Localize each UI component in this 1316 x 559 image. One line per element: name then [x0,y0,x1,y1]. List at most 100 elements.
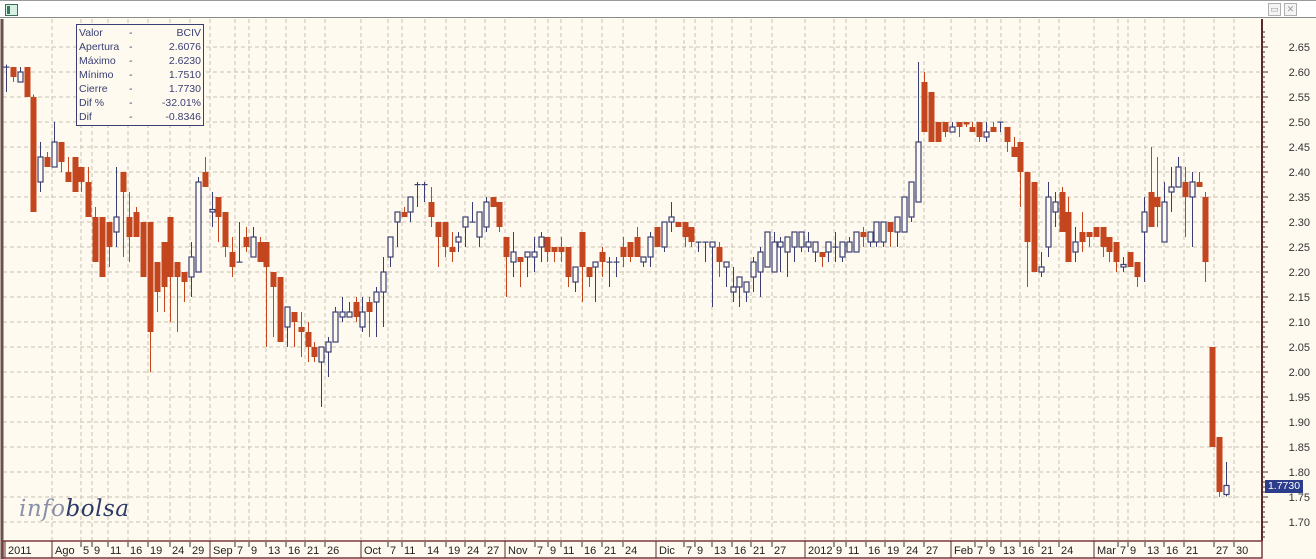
info-sep: - [129,83,133,95]
candle-body [524,251,531,258]
candle-body [1059,192,1066,232]
candle-down [1154,157,1161,227]
candle-up [894,216,901,247]
candle-body [270,272,277,287]
candle-body [1168,186,1175,193]
candle-up [784,236,791,277]
candle-down [1148,147,1155,227]
candle-body [366,302,373,312]
info-label: Cierre [79,83,108,95]
candle-body [839,241,846,258]
candle-body [311,347,318,357]
candle-body [449,247,456,252]
candle-up [1223,462,1230,497]
candle-body [709,241,716,248]
candle-up [730,267,737,302]
candle-body [476,211,483,238]
candle-down [819,252,826,267]
candle-body [921,82,928,132]
candle-body [346,311,353,318]
candle-down [1017,142,1024,207]
candle-up [1161,182,1168,243]
x-tick-label: 13 [1003,545,1015,557]
info-row: Dif % - -32.01% [77,96,203,110]
chart-window-icon[interactable] [5,4,18,16]
info-row: Apertura - 2.6076 [77,40,203,54]
candle-body [544,237,551,252]
info-value: -0.8346 [165,111,201,123]
candle-down [1209,347,1216,447]
info-sep: - [129,69,133,81]
x-tick-label: 24 [906,545,918,557]
candle-body [277,277,284,342]
x-tick-label: Sep [213,545,233,557]
x-axis-bar [2,540,1263,559]
candle-body [887,222,894,232]
candle-down [30,94,37,212]
candle-down [44,152,51,167]
candle-down [120,172,127,257]
candle-body [318,346,325,363]
candle-down [65,157,72,182]
x-tick-label: 16 [1166,545,1178,557]
candle-down [291,312,298,347]
candle-down [298,312,305,357]
candle-body [1223,484,1230,496]
candle-up [873,221,880,247]
logo-part-info: info [19,496,66,522]
candle-down [956,122,963,137]
candle-down [24,67,31,97]
candle-body [894,216,901,233]
candle-body [743,281,750,293]
x-tick-label: 21 [753,545,765,557]
candle-body [250,236,257,258]
candle-up [51,122,58,168]
candle-down [92,207,99,262]
candle-body [969,127,976,132]
x-tick-label: 2012 [808,545,832,557]
candle-up [949,122,956,133]
candle-down [353,297,360,322]
candle-body [976,122,983,137]
candle-body [990,127,997,132]
x-tick-label: 2011 [8,545,32,557]
candle-down [106,222,113,267]
candle-down [558,237,565,262]
candle-body [1182,182,1189,197]
candle-up [1038,252,1045,277]
candle-body [723,261,730,268]
candle-body [222,212,229,247]
info-sep: - [129,41,133,53]
candle-down [78,167,85,192]
candle-down [1011,137,1018,157]
candle-up [1120,257,1127,272]
candle-body [606,261,613,263]
candle-body [78,167,85,182]
candle-up [284,306,291,347]
candle-body [963,122,970,125]
x-tick-label: 21 [1041,545,1053,557]
close-icon[interactable]: ✕ [1284,3,1297,16]
candle-body [1120,263,1127,268]
candle-down [311,342,318,362]
candle-body [647,236,654,258]
x-tick-label: 9 [697,545,703,557]
candle-up [1141,197,1148,282]
candle-up [901,196,908,233]
x-tick-label: 21 [307,545,319,557]
candle-down [887,222,894,247]
x-tick-label: 7 [977,545,983,557]
candle-body [586,267,593,277]
candle-up [750,257,757,292]
candle-down [675,222,682,227]
x-tick-label: Mar [1097,545,1116,557]
candle-body [236,261,243,263]
candle-body [202,172,209,187]
candle-down [976,122,983,142]
candle-body [1100,227,1107,247]
candle-body [72,157,79,192]
candle-body [908,181,915,218]
restore-icon[interactable]: ▭ [1268,3,1281,16]
candle-body [99,217,106,277]
info-label: Dif % [79,97,105,109]
